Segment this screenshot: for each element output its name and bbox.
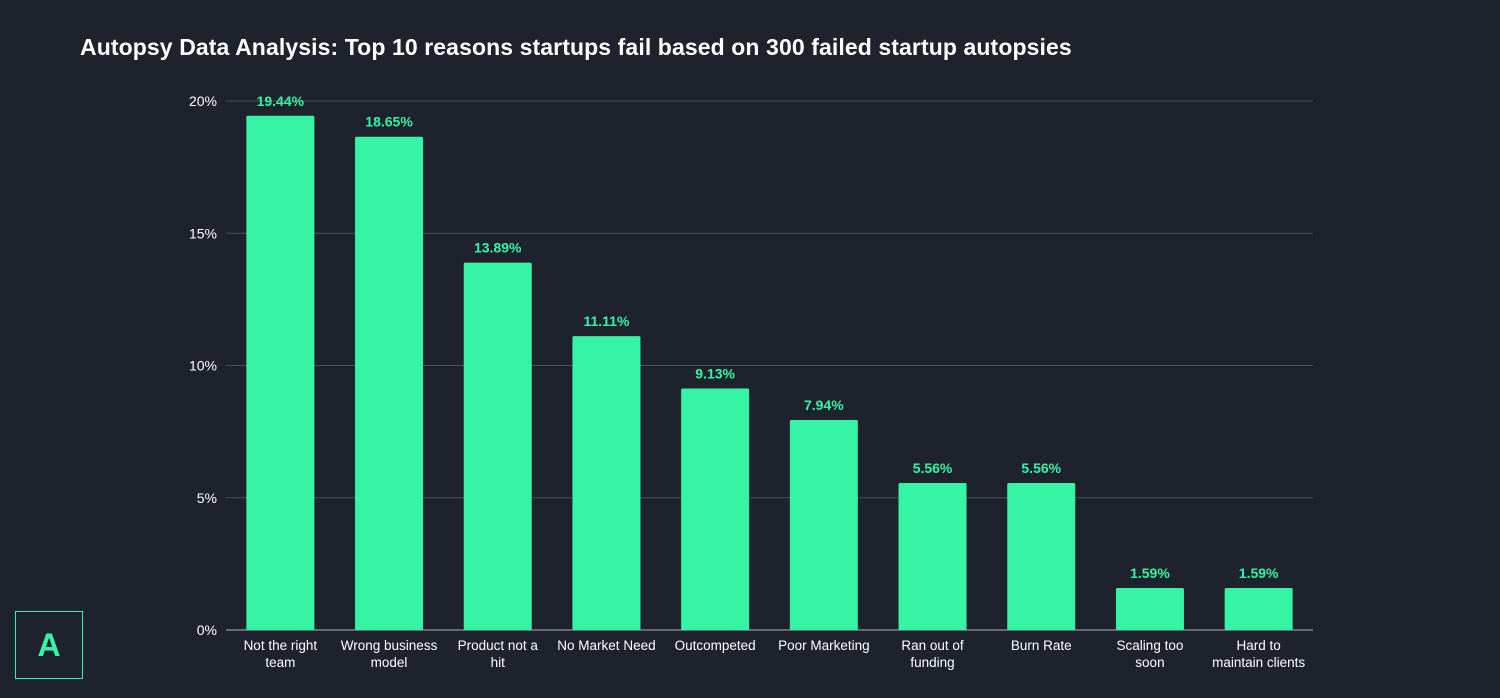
x-tick-label: Scaling too bbox=[1117, 638, 1184, 653]
bar bbox=[789, 419, 858, 630]
x-tick-label: hit bbox=[491, 655, 506, 670]
bar bbox=[681, 388, 750, 630]
data-label: 5.56% bbox=[913, 460, 953, 476]
x-tick-label: Outcompeted bbox=[675, 638, 756, 653]
x-tick-label: funding bbox=[910, 655, 954, 670]
data-label: 1.59% bbox=[1130, 565, 1170, 581]
brand-logo: A bbox=[15, 611, 83, 679]
data-label: 11.11% bbox=[583, 313, 629, 329]
x-tick-label: Burn Rate bbox=[1011, 638, 1072, 653]
x-tick-label: Ran out of bbox=[901, 638, 964, 653]
bar bbox=[898, 482, 967, 630]
x-tick-label: model bbox=[371, 655, 408, 670]
data-label: 7.94% bbox=[804, 397, 844, 413]
bar bbox=[572, 336, 641, 630]
bar bbox=[463, 262, 532, 630]
bar bbox=[1115, 587, 1184, 630]
x-tick-label: Wrong business bbox=[341, 638, 438, 653]
data-label: 18.65% bbox=[365, 114, 413, 130]
logo-letter: A bbox=[37, 626, 61, 663]
y-tick-label: 15% bbox=[189, 225, 217, 241]
x-tick-label: Product not a bbox=[458, 638, 539, 653]
data-label: 13.89% bbox=[474, 240, 522, 256]
data-label: 19.44% bbox=[257, 93, 305, 109]
bar bbox=[1007, 482, 1076, 630]
data-label: 9.13% bbox=[695, 366, 735, 382]
bar bbox=[355, 136, 424, 630]
x-tick-label: team bbox=[265, 655, 295, 670]
bar bbox=[246, 115, 315, 630]
x-tick-label: Not the right bbox=[244, 638, 318, 653]
x-tick-label: Poor Marketing bbox=[778, 638, 870, 653]
bar bbox=[1224, 587, 1293, 630]
x-tick-label: soon bbox=[1135, 655, 1164, 670]
y-tick-label: 20% bbox=[189, 93, 217, 109]
y-tick-label: 0% bbox=[197, 622, 217, 638]
x-tick-label: No Market Need bbox=[557, 638, 655, 653]
x-tick-label: maintain clients bbox=[1212, 655, 1305, 670]
y-tick-label: 10% bbox=[189, 358, 217, 374]
chart-title: Autopsy Data Analysis: Top 10 reasons st… bbox=[80, 34, 1072, 60]
data-label: 1.59% bbox=[1239, 565, 1279, 581]
x-tick-label: Hard to bbox=[1237, 638, 1281, 653]
y-tick-label: 5% bbox=[197, 490, 217, 506]
data-label: 5.56% bbox=[1021, 460, 1061, 476]
